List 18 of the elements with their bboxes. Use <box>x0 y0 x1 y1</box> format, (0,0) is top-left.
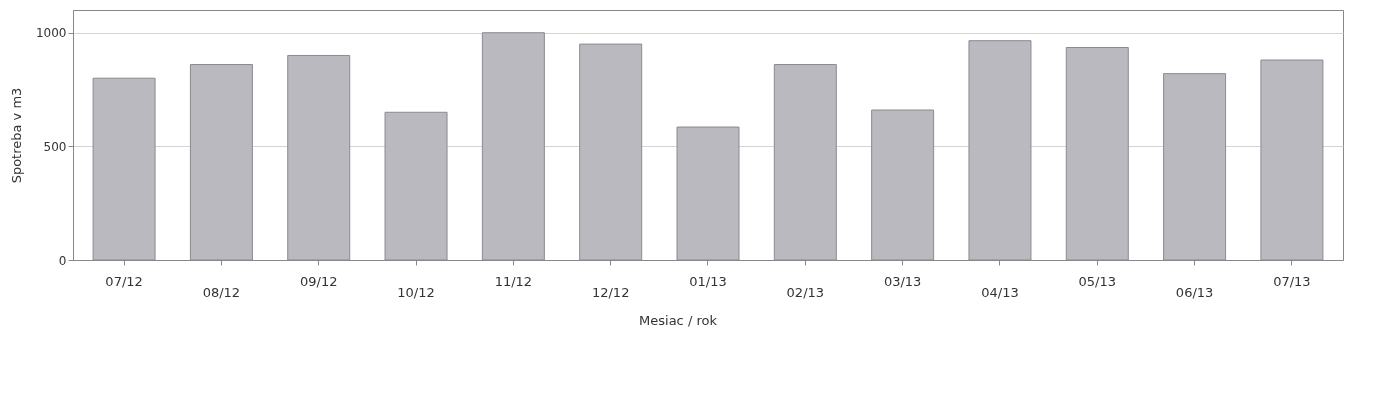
x-tick-label: 10/12 <box>397 284 435 300</box>
x-tick-label: 07/13 <box>1273 273 1311 289</box>
x-tick-label: 06/13 <box>1175 284 1214 300</box>
x-tick-label: 12/12 <box>591 284 630 300</box>
x-tick-label: 03/13 <box>883 273 922 289</box>
x-tick-label: 04/13 <box>981 284 1019 300</box>
y-axis-title: Spotreba v m3 <box>8 87 24 184</box>
x-tick-label: 08/12 <box>202 284 241 300</box>
x-tick-label: 07/12 <box>105 273 143 289</box>
y-tick-label: 0 <box>58 253 67 268</box>
x-tick-label: 05/13 <box>1078 273 1117 289</box>
x-tick-label: 02/13 <box>786 284 825 300</box>
x-tick-label: 11/12 <box>494 273 533 289</box>
y-tick-label: 1000 <box>35 26 67 41</box>
y-tick-label: 500 <box>43 139 67 154</box>
x-tick-label: 09/12 <box>299 273 338 289</box>
x-axis-title: Mesiac / rok <box>639 313 718 328</box>
x-tick-label: 01/13 <box>689 273 727 289</box>
